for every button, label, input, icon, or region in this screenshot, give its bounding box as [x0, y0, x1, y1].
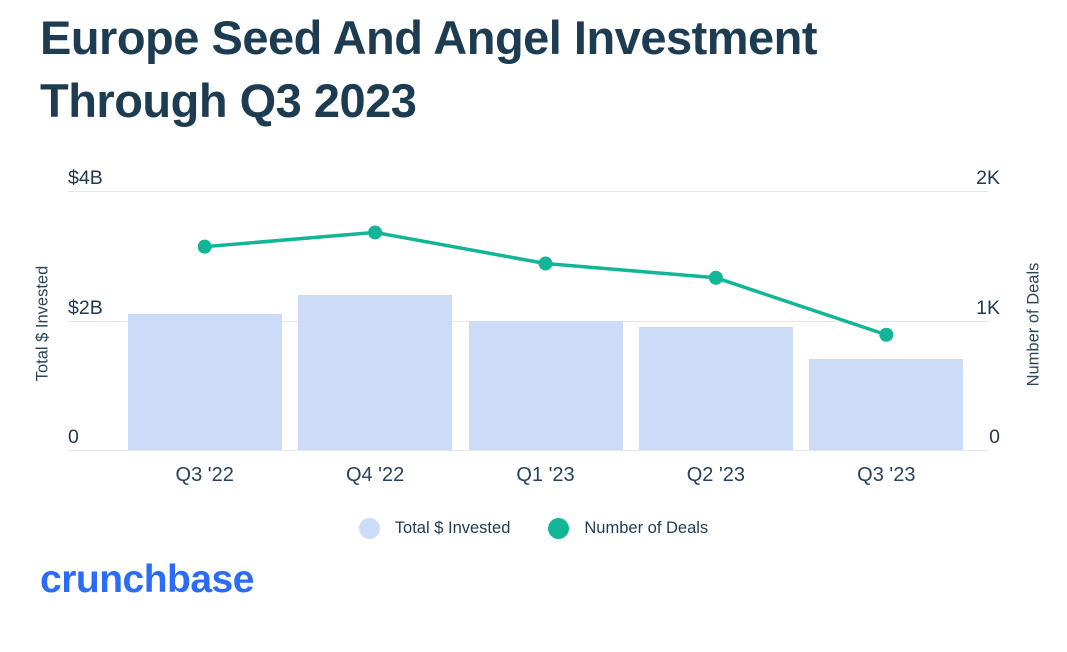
x-axis-label: Q3 '22 [175, 464, 234, 486]
legend-label: Number of Deals [584, 519, 709, 537]
bar-q323 [809, 359, 964, 450]
chart-title: Europe Seed And Angel Investment Through… [40, 6, 1020, 132]
bar-q123 [468, 320, 623, 450]
crunchbase-logo: crunchbase [40, 558, 254, 601]
line-series-swatch-icon [548, 518, 570, 539]
legend-item-number-of-deals: Number of Deals [548, 518, 708, 539]
deals-point-marker [538, 256, 553, 271]
right-axis-title: Number of Deals [1024, 262, 1043, 387]
right-axis-tick-label: 2K [976, 167, 1000, 189]
deals-point-marker [368, 225, 383, 240]
left-axis-tick-label: 0 [68, 426, 79, 448]
right-axis-tick-label: 1K [976, 296, 1000, 319]
chart-title-line2: Through Q3 2023 [40, 74, 417, 127]
bar-q322 [127, 314, 282, 450]
gridline [68, 450, 988, 451]
deals-point-marker [708, 270, 723, 285]
legend-item-total-invested: Total $ Invested [358, 518, 511, 539]
bar-series-swatch-icon [358, 518, 380, 539]
legend: Total $ Invested Number of Deals [0, 518, 1067, 539]
x-axis-label: Q3 '23 [857, 464, 916, 486]
legend-label: Total $ Invested [394, 519, 511, 537]
right-axis-tick-label: 0 [989, 426, 1000, 448]
bar-q223 [638, 326, 793, 450]
deals-point-marker [879, 327, 894, 342]
x-axis-label: Q1 '23 [516, 464, 575, 486]
deals-point-marker [197, 239, 212, 254]
x-axis-label: Q4 '22 [345, 464, 405, 486]
bar-q422 [298, 294, 453, 450]
gridline [68, 191, 988, 192]
left-axis-tick-label: $4B [68, 167, 103, 189]
chart-title-line1: Europe Seed And Angel Investment [40, 11, 818, 64]
x-axis-label: Q2 '23 [686, 464, 746, 486]
left-axis-tick-label: $2B [68, 296, 103, 319]
left-axis-title: Total $ Invested [33, 265, 52, 382]
